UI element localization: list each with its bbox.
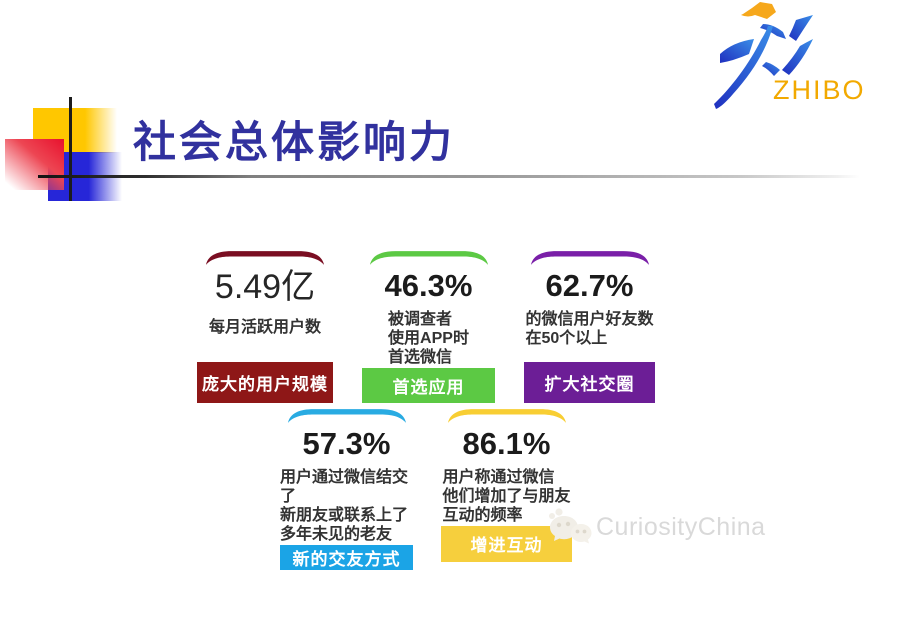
watermark: CuriosityChina — [546, 508, 766, 548]
card-top-arc — [287, 409, 406, 423]
stat-value: 5.49亿 — [214, 268, 316, 306]
decor-vertical-line — [69, 97, 72, 201]
stat-label-badge: 庞大的用户规模 — [197, 362, 333, 403]
card-top-arc — [530, 251, 649, 265]
watermark-text: CuriosityChina — [596, 513, 766, 541]
stat-card-social-circle: 62.7% 的微信用户好友数 在50个以上 扩大社交圈 — [524, 250, 655, 403]
logo-brush-strokes-icon — [714, 15, 813, 109]
page-title: 社会总体影响力 — [133, 120, 455, 167]
card-top-arc — [369, 251, 488, 265]
stat-value: 57.3% — [302, 426, 391, 461]
stat-card-interaction: 86.1% 用户称通过微信 他们增加了与朋友 互动的频率 增进互动 — [441, 408, 572, 562]
stat-description: 每月活跃用户数 — [208, 318, 321, 336]
stat-description: 用户称通过微信 他们增加了与朋友 互动的频率 — [442, 469, 571, 524]
logo-text: ZHIBO — [773, 75, 865, 105]
stat-label-badge: 首选应用 — [362, 367, 495, 403]
stat-description: 用户通过微信结交了 新朋友或联系上了 多年未见的老友 — [280, 469, 409, 543]
title-underline — [38, 175, 860, 178]
decor-red-square — [5, 139, 64, 190]
card-top-arc — [205, 251, 325, 265]
zhibo-logo: ZHIBO — [714, 2, 865, 109]
stat-label-badge: 扩大社交圈 — [524, 362, 655, 403]
stat-description: 被调查者 使用APP时 首选微信 — [388, 311, 469, 366]
stat-description: 的微信用户好友数 在50个以上 — [525, 311, 654, 348]
stat-label-badge: 新的交友方式 — [280, 544, 413, 570]
card-top-arc — [447, 409, 566, 423]
stat-card-preferred-app: 46.3% 被调查者 使用APP时 首选微信 首选应用 — [362, 250, 495, 403]
stat-label-badge: 增进互动 — [441, 525, 572, 562]
stat-value: 86.1% — [462, 426, 551, 461]
stat-card-new-friends: 57.3% 用户通过微信结交了 新朋友或联系上了 多年未见的老友 新的交友方式 — [280, 408, 413, 570]
stat-value: 46.3% — [384, 268, 473, 303]
wechat-bubbles-icon — [549, 508, 592, 544]
stat-card-monthly-users: 5.49亿 每月活跃用户数 庞大的用户规模 — [197, 250, 333, 403]
logo-flame-icon — [741, 2, 776, 19]
stat-value: 62.7% — [545, 268, 634, 303]
